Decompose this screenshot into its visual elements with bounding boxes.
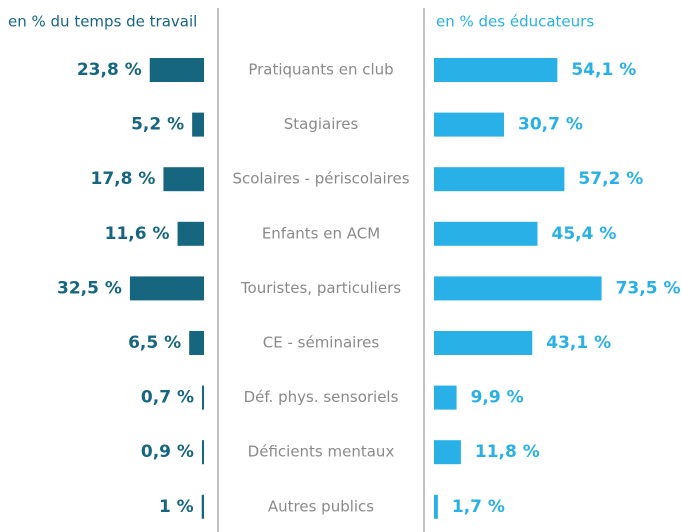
category-label: Touristes, particuliers (240, 279, 401, 297)
bar (434, 331, 533, 355)
value-label: 1,7 % (452, 497, 505, 517)
bar (189, 331, 204, 355)
value-label: 30,7 % (518, 115, 583, 135)
bar (434, 440, 461, 465)
bar (434, 167, 565, 192)
bar (202, 385, 204, 410)
bar (434, 112, 504, 137)
bar (149, 58, 204, 82)
value-label: 0,7 % (141, 388, 194, 408)
category-label: Déficients mentaux (248, 443, 395, 461)
value-label: 1 % (159, 497, 194, 517)
value-label: 0,9 % (141, 442, 194, 462)
bar (192, 112, 204, 137)
category-label: Autres publics (268, 497, 374, 515)
value-label: 9,9 % (471, 388, 524, 408)
value-label: 23,8 % (77, 60, 142, 80)
value-label: 54,1 % (571, 60, 636, 80)
category-label: Enfants en ACM (262, 224, 380, 242)
category-label: Scolaires - périscolaires (232, 170, 409, 188)
series-header: en % du temps de travail (8, 13, 197, 31)
category-label: Déf. phys. sensoriels (244, 388, 399, 406)
value-label: 32,5 % (57, 278, 122, 298)
value-label: 17,8 % (91, 169, 156, 189)
value-label: 6,5 % (128, 333, 181, 353)
category-label: CE - séminaires (263, 334, 380, 352)
value-label: 73,5 % (616, 278, 681, 298)
bar (177, 221, 204, 246)
value-label: 11,6 % (105, 224, 170, 244)
category-label: Stagiaires (284, 115, 359, 133)
bar (201, 440, 204, 465)
bar (434, 58, 558, 82)
series-header: en % des éducateurs (436, 13, 594, 31)
value-label: 11,8 % (475, 442, 540, 462)
value-label: 45,4 % (552, 224, 617, 244)
bar (434, 385, 457, 410)
value-label: 57,2 % (578, 169, 643, 189)
value-label: 43,1 % (546, 333, 611, 353)
bar (434, 494, 438, 519)
category-label: Pratiquants en club (248, 61, 393, 79)
bar (163, 167, 204, 192)
value-label: 5,2 % (131, 115, 184, 135)
bar (201, 494, 204, 519)
bar (434, 221, 538, 246)
bar (434, 276, 602, 301)
bar (129, 276, 204, 301)
